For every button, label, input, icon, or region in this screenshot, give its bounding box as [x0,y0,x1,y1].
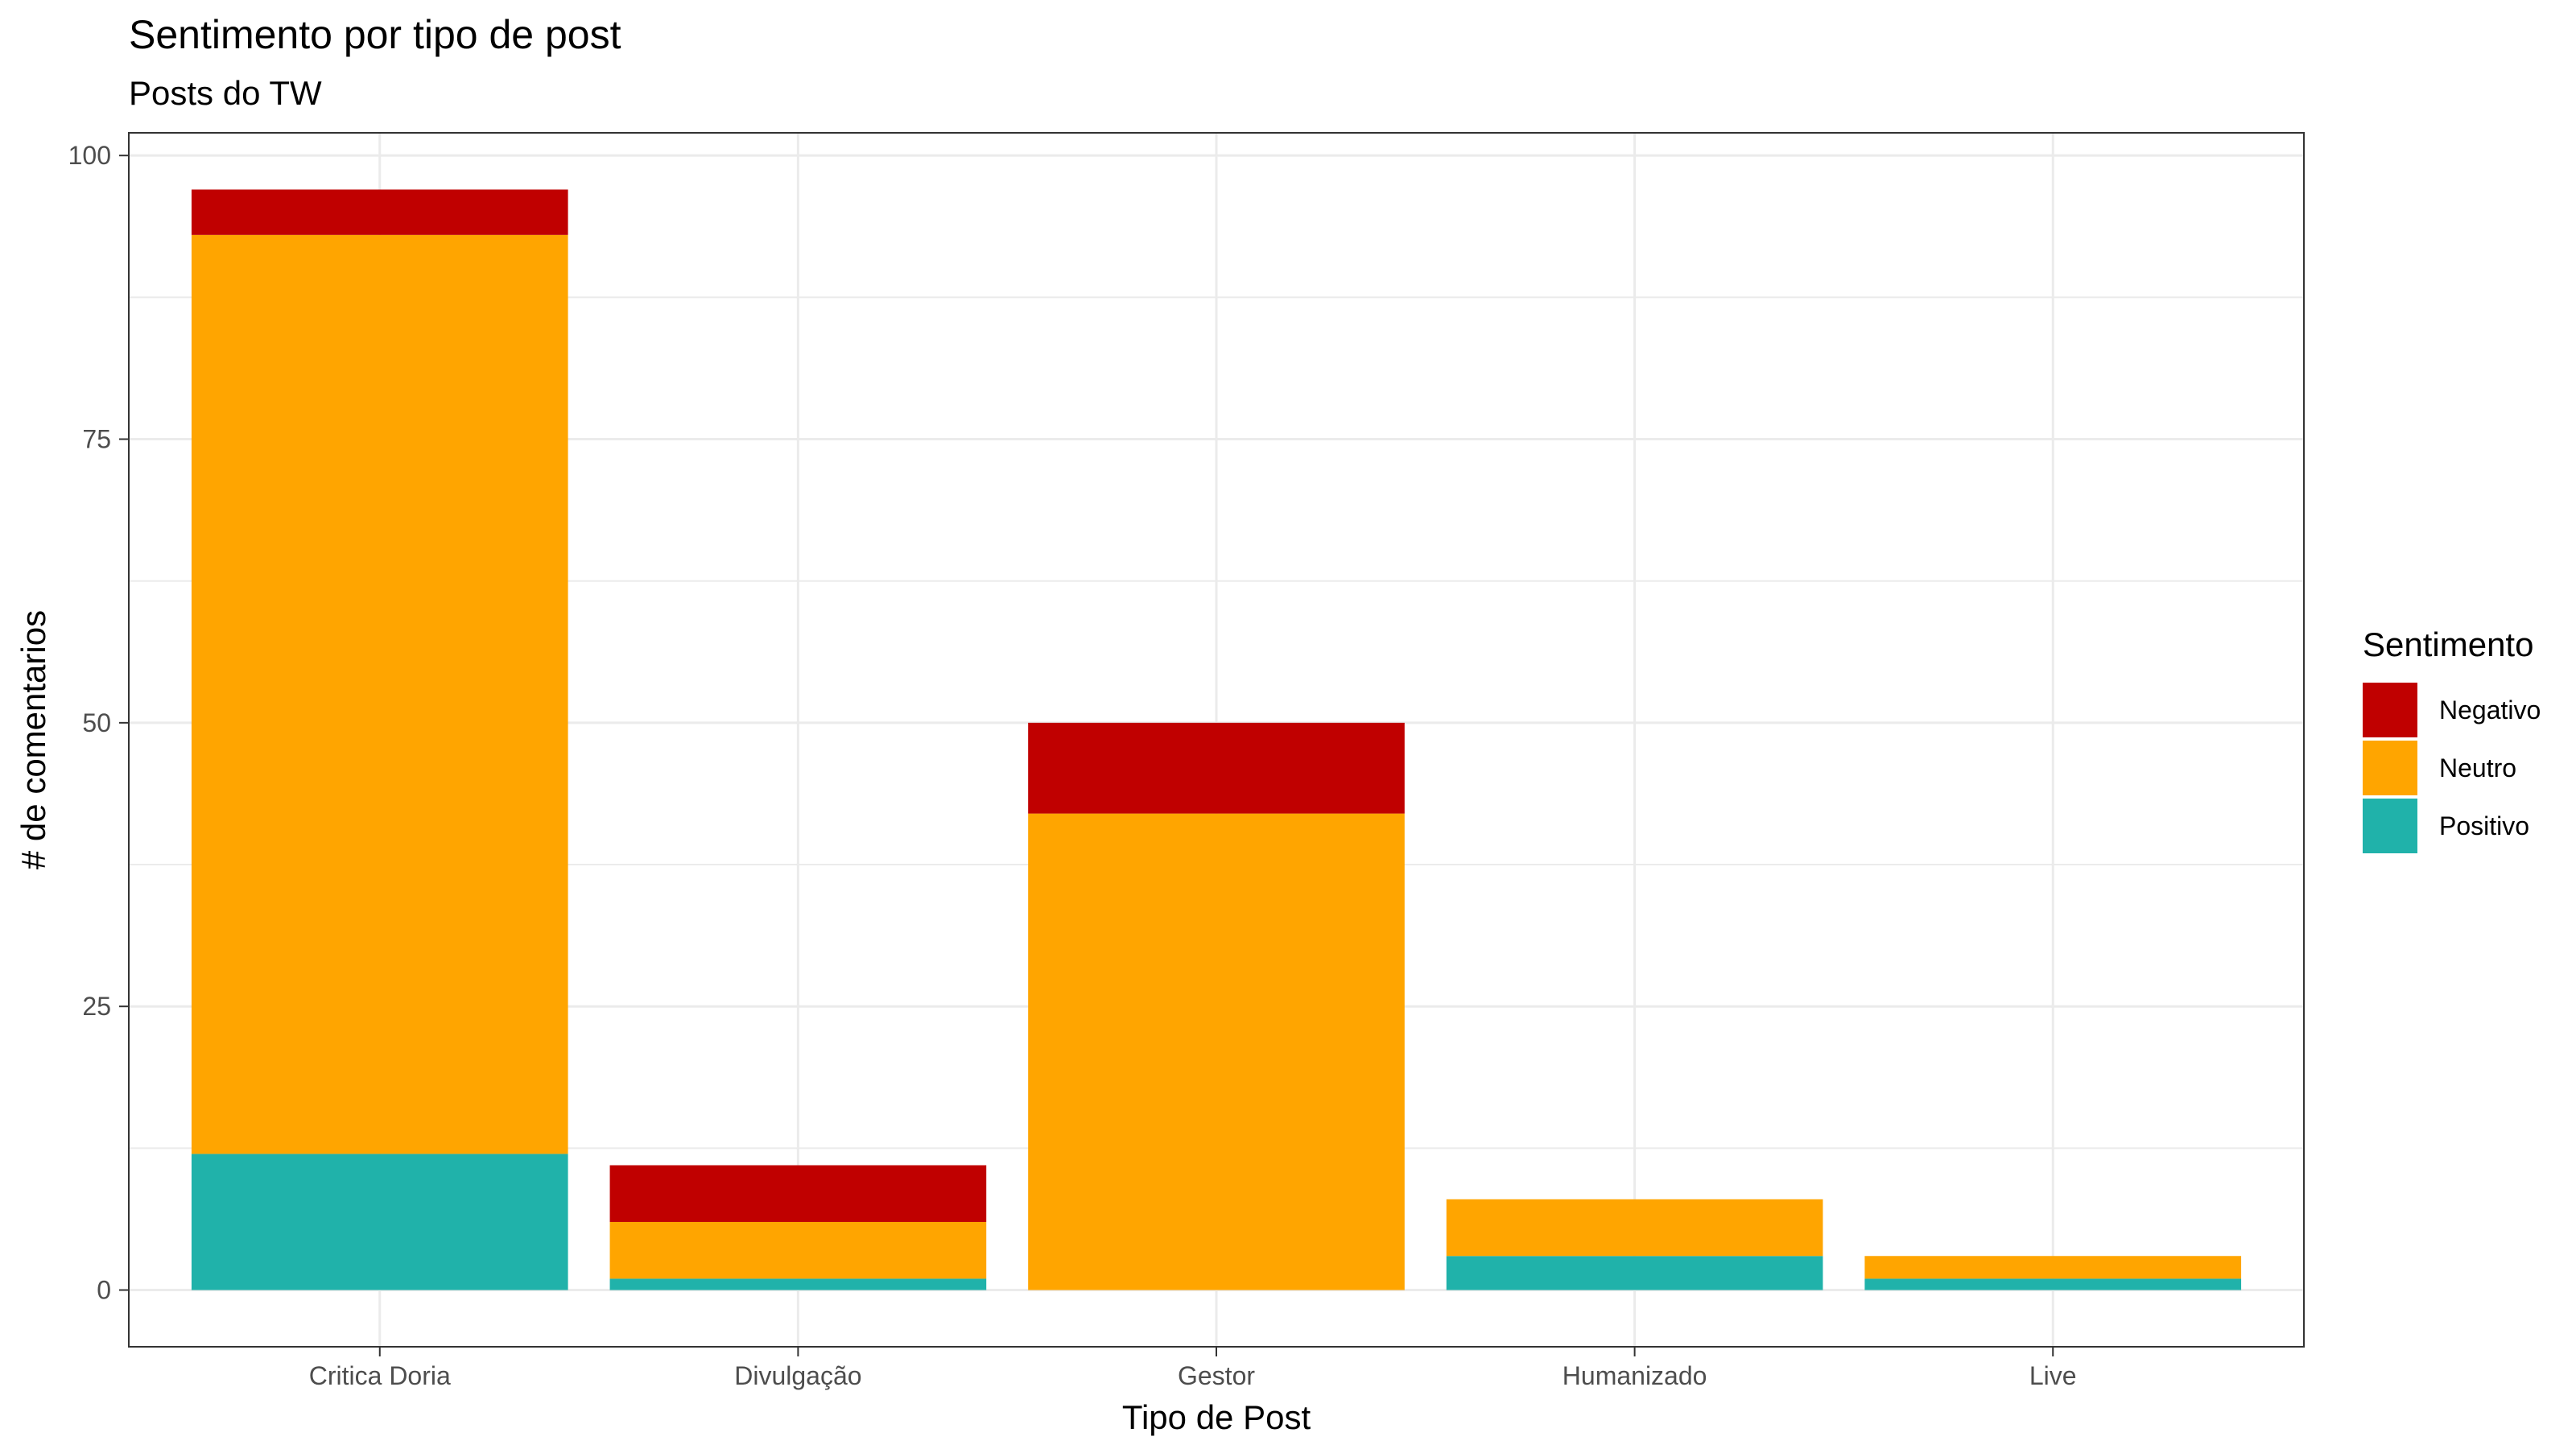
bar-neutro-3 [1446,1199,1823,1257]
bar-neutro-0 [191,234,568,1154]
bar-neutro-2 [1028,813,1405,1290]
bar-neutro-1 [609,1221,987,1279]
y-tick-label: 100 [68,141,111,170]
y-tick-label: 25 [82,992,111,1021]
legend-key-neutro [2363,741,2417,795]
bar-negativo-2 [1028,722,1405,814]
y-axis-ticks: 0 25 50 75 100 [68,141,129,1305]
bar-negativo-1 [609,1165,987,1222]
x-tick-label: Critica Doria [309,1361,451,1390]
y-tick-label: 75 [82,425,111,454]
x-tick-label: Divulgação [734,1361,861,1390]
bar-positivo-0 [191,1154,568,1290]
legend-key-positivo [2363,799,2417,853]
legend-label-neutro: Neutro [2439,753,2516,782]
y-tick-label: 0 [97,1276,111,1305]
bar-negativo-0 [191,189,568,235]
legend-label-positivo: Positivo [2439,811,2529,840]
legend-key-negativo [2363,683,2417,737]
legend-label-negativo: Negativo [2439,696,2541,724]
x-axis-ticks: Critica Doria Divulgação Gestor Humanizado L… [309,1347,2077,1390]
x-axis-title: Tipo de Post [1122,1398,1311,1436]
x-tick-label: Gestor [1178,1361,1255,1390]
y-tick-label: 50 [82,708,111,737]
x-tick-label: Live [2029,1361,2077,1390]
bar-neutro-4 [1864,1256,2242,1279]
legend: Sentimento Negativo Neutro Positivo [2363,625,2541,853]
y-axis-title: # de comentarios [14,610,52,869]
chart-subtitle: Posts do TW [129,74,322,112]
chart-title: Sentimento por tipo de post [129,12,621,57]
bar-positivo-3 [1446,1256,1823,1290]
x-tick-label: Humanizado [1563,1361,1707,1390]
bar-positivo-4 [1864,1278,2242,1290]
bars [191,189,2242,1290]
bar-positivo-1 [609,1278,987,1290]
legend-title: Sentimento [2363,625,2533,663]
